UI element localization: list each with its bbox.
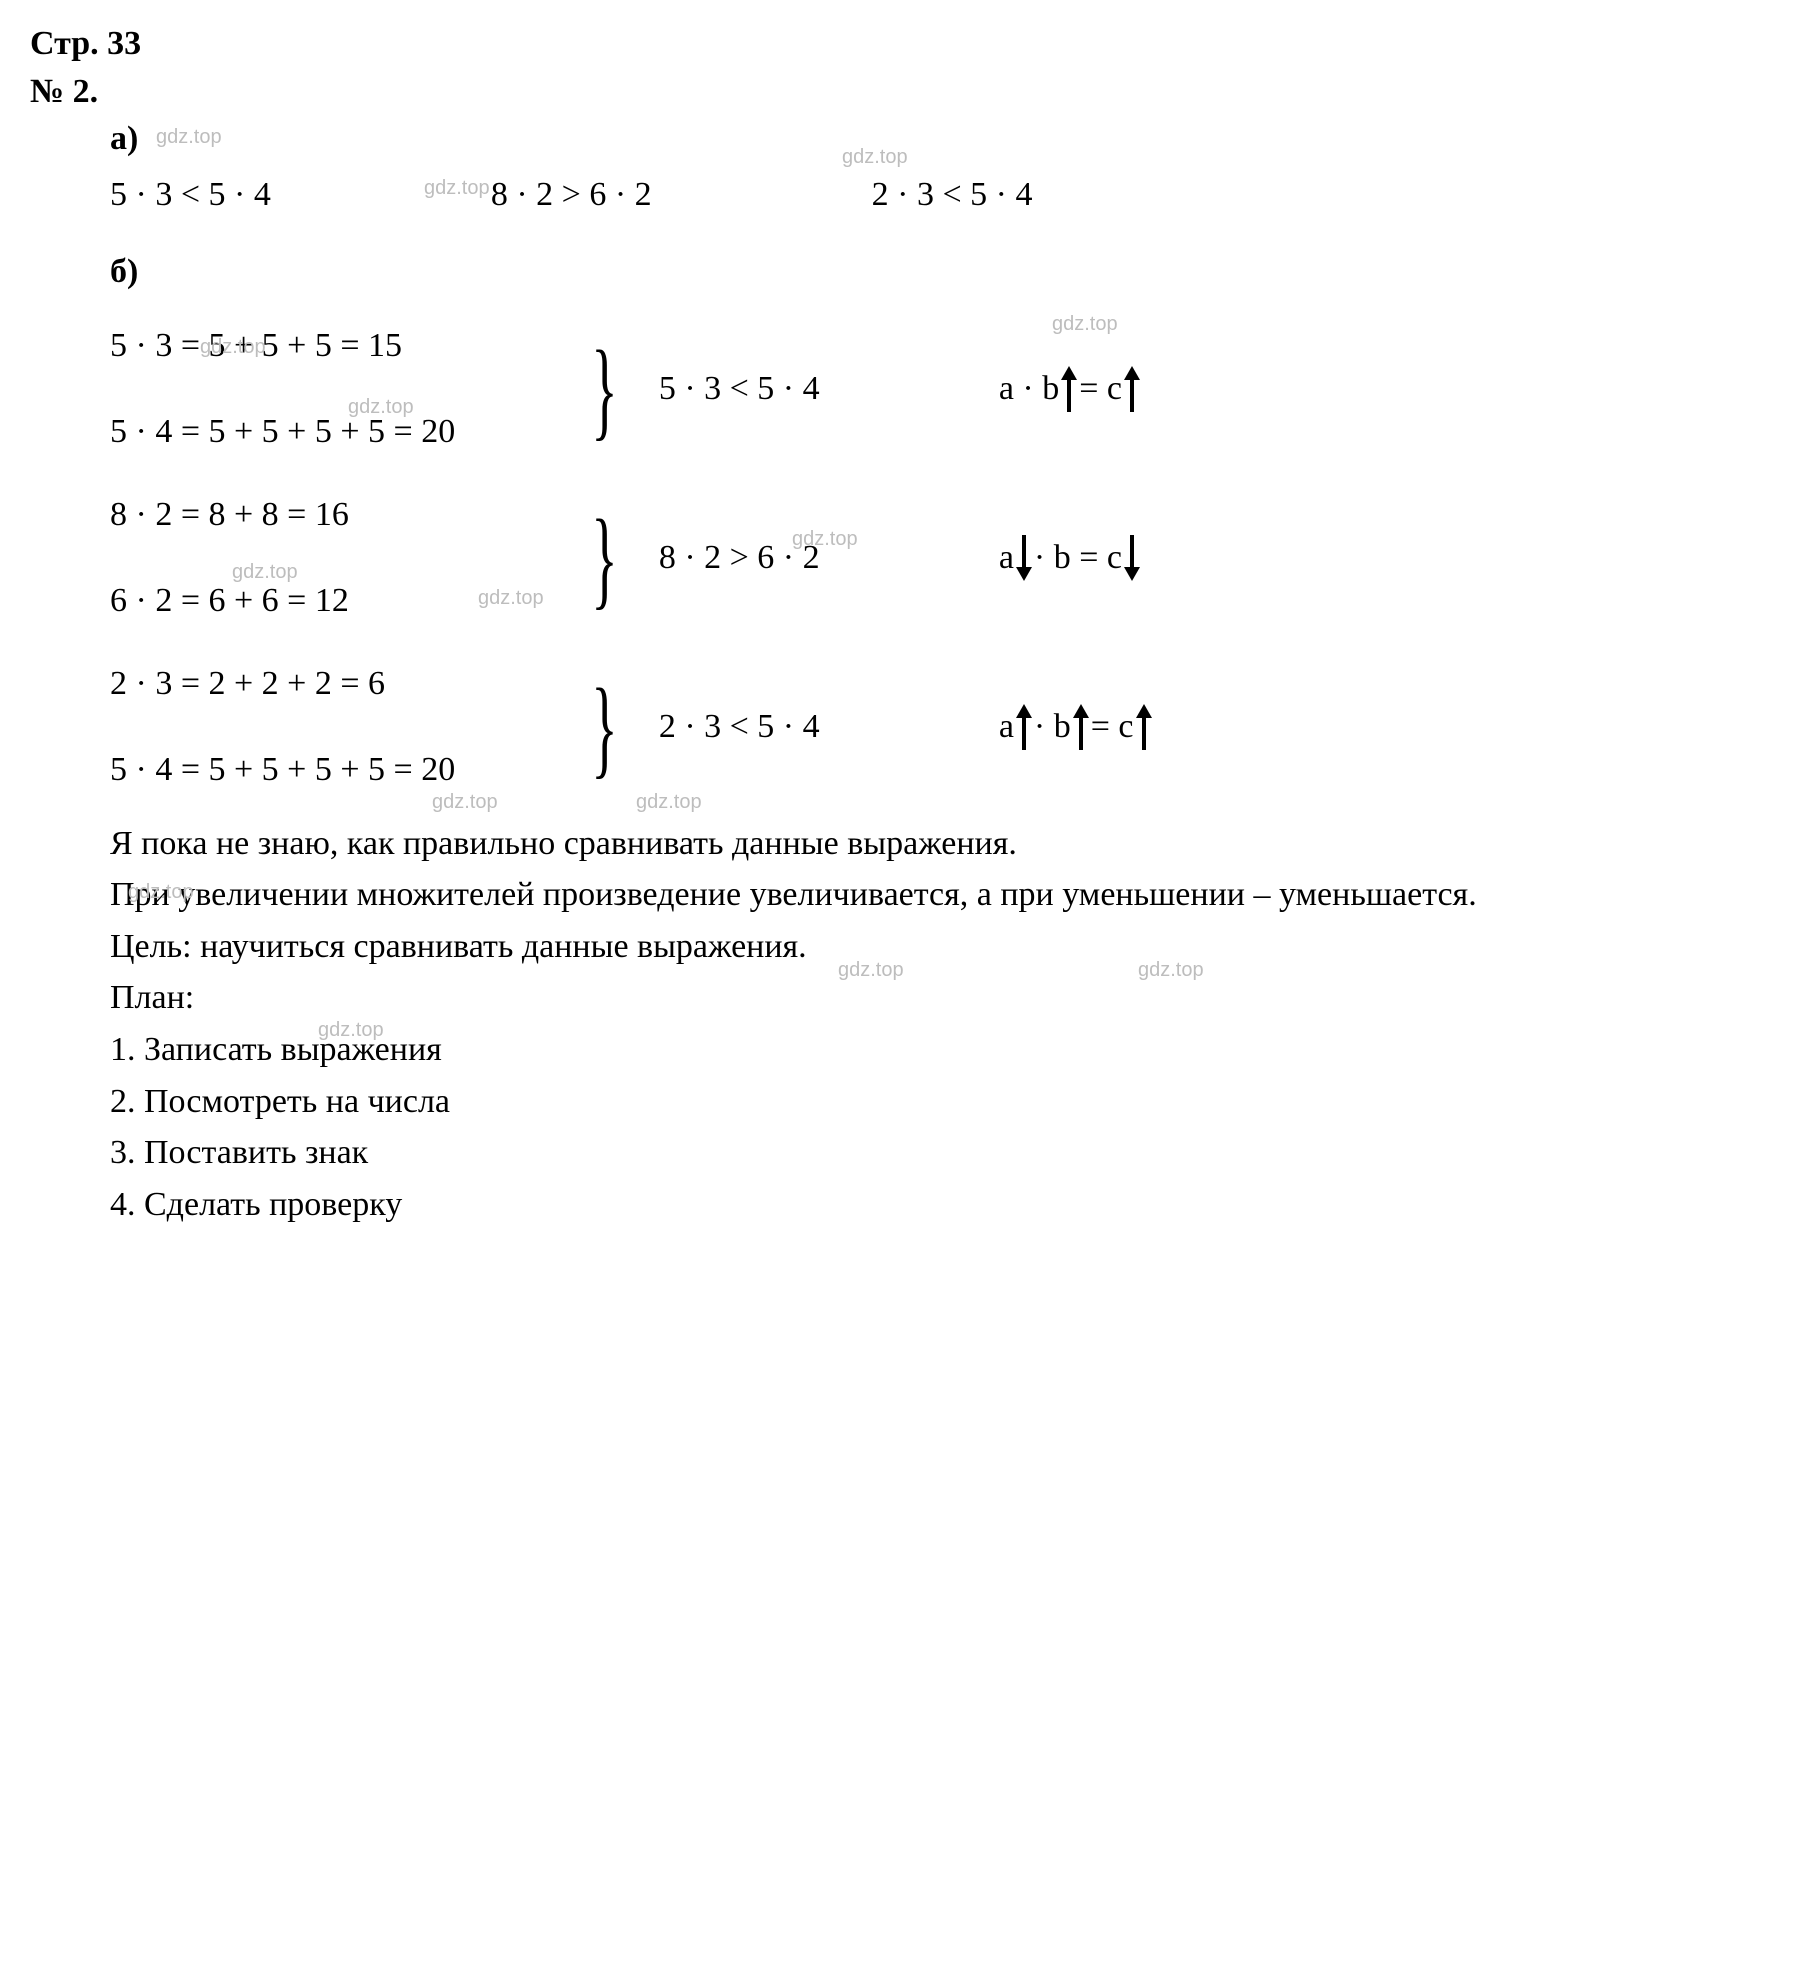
curly-brace-icon: } [587,503,621,613]
derivation-group: 8 · 2 = 8 + 8 = 16 6 · 2 = 6 + 6 = 12 } … [110,481,1768,634]
equation: 5 · 3 = 5 + 5 + 5 = 15 [110,322,570,370]
plan-item: 2. Посмотреть на числа [30,1078,1768,1126]
equation: 6 · 2 = 6 + 6 = 12 [110,577,570,625]
goal-text: Цель: научиться сравнивать данные выраже… [30,923,1768,971]
explanation-text: При увеличении множителей произведение у… [30,871,1768,919]
arrow-up-icon [1016,704,1032,750]
curly-brace-icon: } [587,334,621,444]
arrow-up-icon [1061,366,1077,412]
inequality: 5 · 3 < 5 · 4 [639,365,939,413]
formula-text: a [999,534,1014,582]
task-label: № 2. [30,68,1768,116]
plan-item: 3. Поставить знак [30,1129,1768,1177]
curly-brace-icon: } [587,672,621,782]
derivation-group: 5 · 3 = 5 + 5 + 5 = 15 5 · 4 = 5 + 5 + 5… [110,312,1768,465]
part-a-row: 5 · 3 < 5 · 4 8 · 2 > 6 · 2 2 · 3 < 5 · … [110,171,1768,219]
formula-text: = c [1091,703,1134,751]
formula-text: = c [1079,365,1122,413]
inequality: 8 · 2 > 6 · 2 [639,534,939,582]
inequality: 2 · 3 < 5 · 4 [872,171,1033,219]
derivation-group: 2 · 3 = 2 + 2 + 2 = 6 5 · 4 = 5 + 5 + 5 … [110,650,1768,803]
formula-pattern: a · b = c [939,534,1140,582]
equation: 5 · 4 = 5 + 5 + 5 + 5 = 20 [110,746,570,794]
part-a-label: а) [110,115,1768,163]
inequality: 5 · 3 < 5 · 4 [110,171,271,219]
inequality: 2 · 3 < 5 · 4 [639,703,939,751]
equation: 2 · 3 = 2 + 2 + 2 = 6 [110,660,570,708]
formula-text: · b = c [1034,534,1122,582]
equation: 8 · 2 = 8 + 8 = 16 [110,491,570,539]
plan-item: 4. Сделать проверку [30,1181,1768,1229]
arrow-up-icon [1124,366,1140,412]
arrow-up-icon [1136,704,1152,750]
plan-item: 1. Записать выражения [30,1026,1768,1074]
formula-pattern: a · b = c [939,365,1140,413]
arrow-up-icon [1073,704,1089,750]
equation: 5 · 4 = 5 + 5 + 5 + 5 = 20 [110,408,570,456]
arrow-down-icon [1124,535,1140,581]
part-b-label: б) [110,248,1768,296]
explanation-text: Я пока не знаю, как правильно сравнивать… [30,820,1768,868]
formula-text: a · b [999,365,1059,413]
formula-text: · b [1034,703,1071,751]
formula-pattern: a · b = c [939,703,1152,751]
formula-text: a [999,703,1014,751]
plan-label: План: [30,974,1768,1022]
arrow-down-icon [1016,535,1032,581]
inequality: 8 · 2 > 6 · 2 [491,171,652,219]
page-label: Стр. 33 [30,20,1768,68]
